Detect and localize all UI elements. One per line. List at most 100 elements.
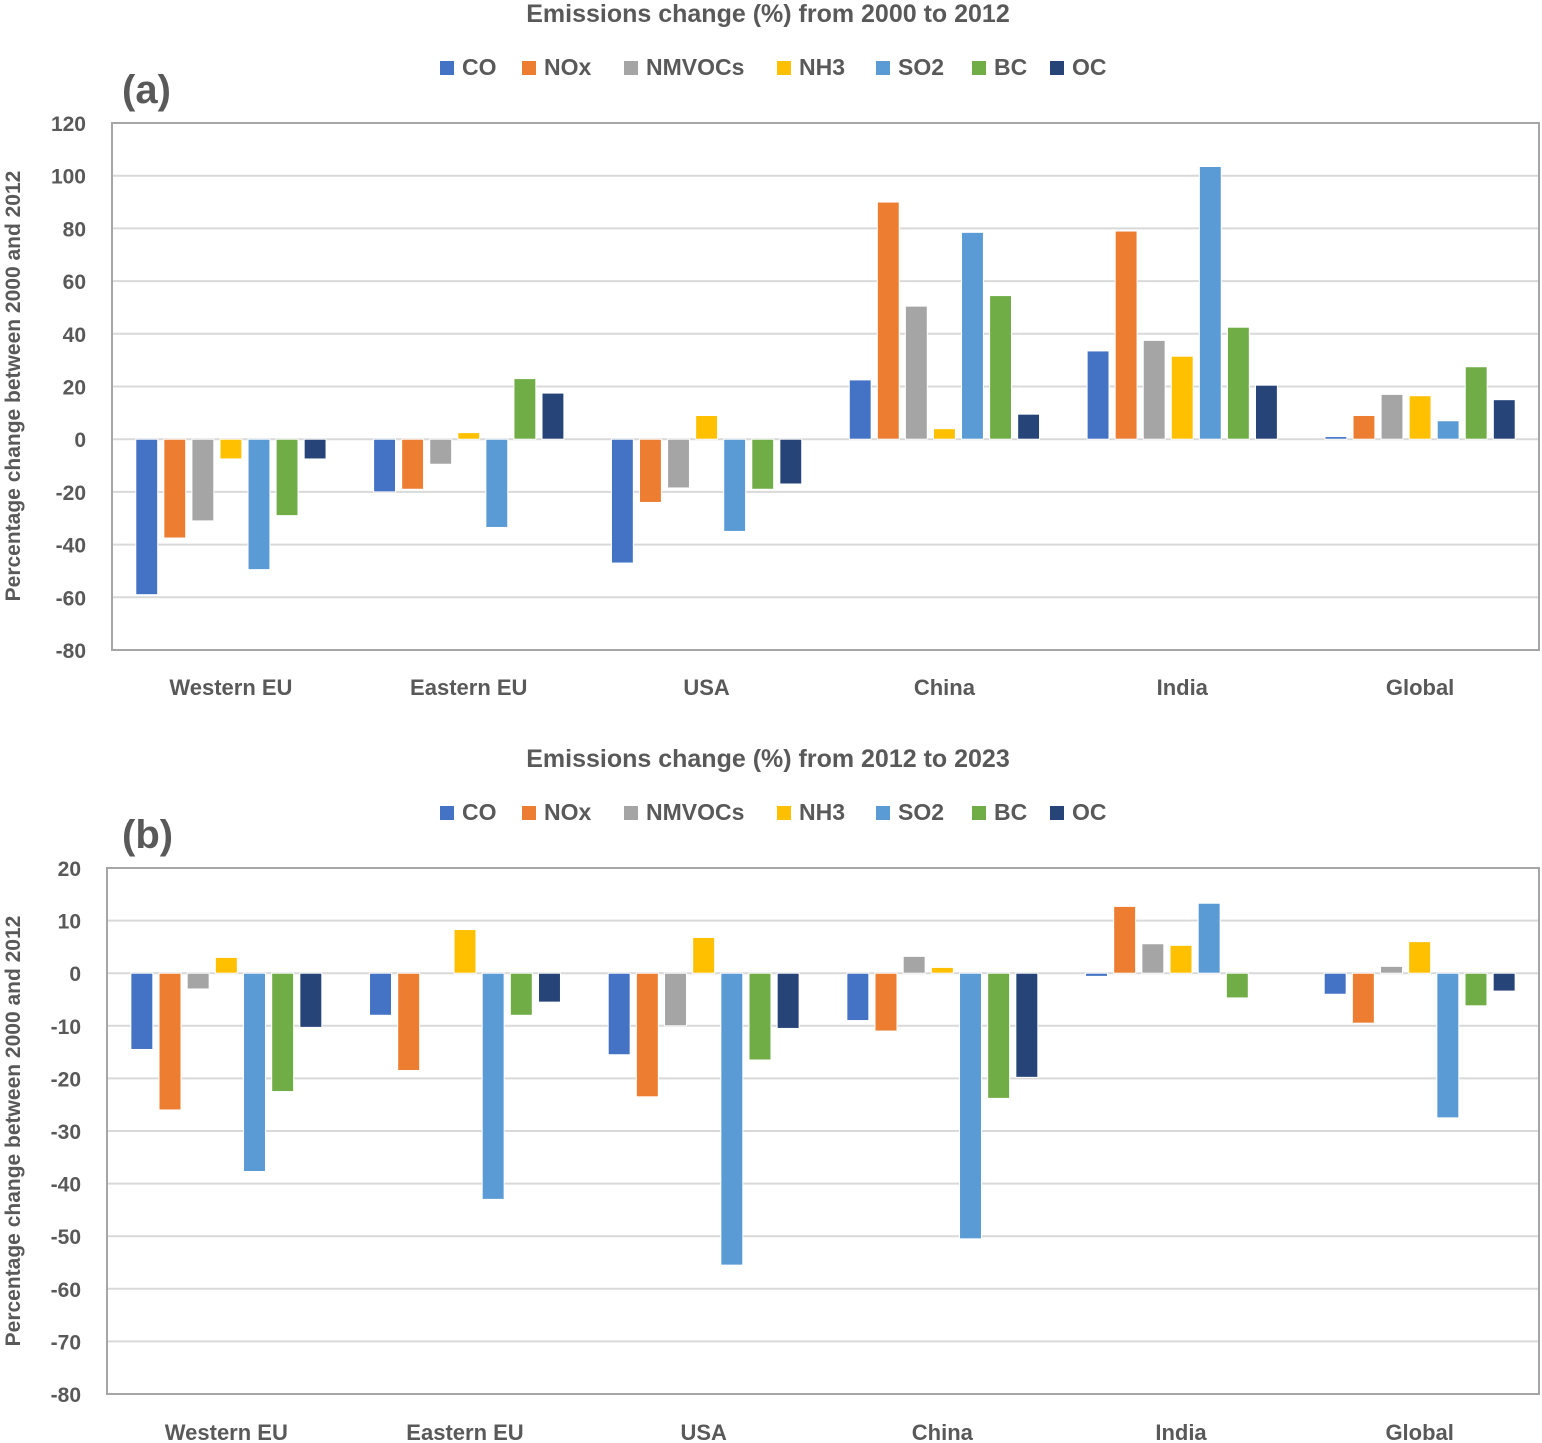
bar-co-usa (610, 438, 634, 564)
bar-nmvocs-western-eu (191, 438, 215, 522)
legend-label-oc: OC (1072, 54, 1107, 80)
bar-co-eastern-eu (373, 438, 396, 493)
bar-nmvocs-eastern-eu (429, 438, 453, 465)
chart-b-plot: 20 10 0 -10 -20 -30 -40 -50 -60 -70 -80 Western EU E… (51, 858, 1540, 1443)
legend-swatch-nh3 (777, 61, 791, 75)
bar-bc-usa (751, 438, 775, 490)
bar-nmvocs-global (1380, 965, 1403, 974)
bar-co-china (846, 972, 870, 1022)
bar-bc-india (1225, 972, 1249, 999)
legend-swatch-bc (972, 61, 986, 75)
bar-so2-western-eu (243, 972, 266, 1173)
y-tick-label: 0 (69, 963, 81, 986)
bar-nox-western-eu (163, 438, 187, 539)
legend-label-so2: SO2 (898, 54, 944, 80)
bar-nox-global (1352, 414, 1376, 440)
bar-nox-eastern-eu (401, 438, 425, 490)
bar-so2-usa (720, 972, 744, 1266)
y-tick-label: -30 (51, 1121, 81, 1144)
y-tick-label: 80 (63, 218, 86, 241)
bar-so2-india (1197, 902, 1221, 974)
bar-bc-china (989, 295, 1012, 440)
bar-so2-global (1436, 972, 1460, 1119)
bar-nmvocs-india (1141, 943, 1165, 974)
x-category-label: Western EU (165, 1420, 288, 1443)
bar-so2-india (1198, 165, 1222, 440)
x-category-label: USA (683, 675, 730, 700)
x-category-label: Global (1386, 675, 1454, 700)
legend-swatch-co (440, 806, 454, 820)
x-category-label: China (914, 675, 976, 700)
bar-oc-global (1492, 972, 1516, 992)
chart-a-legend: CO NOx NMVOCs NH3 SO2 BC OC (440, 54, 1107, 80)
y-tick-label: -60 (56, 587, 86, 610)
bar-oc-eastern-eu (538, 972, 561, 1003)
y-tick-label: -20 (51, 1068, 81, 1091)
y-tick-label: 40 (63, 324, 86, 347)
bar-oc-western-eu (303, 438, 327, 460)
y-tick-label: -40 (56, 535, 86, 558)
bar-bc-eastern-eu (513, 378, 537, 440)
legend-swatch-co (440, 61, 454, 75)
bar-co-india (1085, 972, 1108, 977)
bar-co-western-eu (130, 972, 154, 1050)
legend-label-bc: BC (994, 799, 1027, 825)
bar-oc-global (1492, 399, 1516, 440)
legend-swatch-nox (522, 61, 536, 75)
bar-nh3-western-eu (219, 438, 243, 460)
bar-bc-eastern-eu (509, 972, 533, 1016)
plot-area-border (106, 867, 1540, 1395)
bar-nmvocs-china (902, 955, 926, 974)
bar-so2-western-eu (247, 438, 271, 571)
bar-bc-western-eu (275, 438, 299, 517)
chart-a-panel-label: (a) (122, 68, 171, 112)
bar-nox-china (876, 201, 900, 440)
legend-swatch-nox (522, 806, 536, 820)
bar-nmvocs-usa (664, 972, 687, 1027)
bar-bc-global (1464, 972, 1488, 1007)
legend-label-nmvocs: NMVOCs (646, 799, 744, 825)
legend-swatch-nh3 (777, 806, 791, 820)
bar-so2-eastern-eu (481, 972, 505, 1200)
bar-nh3-india (1170, 355, 1194, 440)
bar-nh3-usa (692, 936, 716, 974)
x-category-label: Global (1385, 1420, 1453, 1443)
bar-nmvocs-global (1380, 393, 1404, 440)
bar-bc-india (1226, 326, 1250, 440)
y-tick-label: -40 (51, 1174, 81, 1197)
y-tick-label: 20 (58, 858, 81, 881)
y-tick-label: 120 (51, 113, 86, 136)
y-tick-label: -70 (51, 1331, 81, 1354)
x-category-label: China (912, 1420, 974, 1443)
y-tick-label: -10 (51, 1016, 81, 1039)
legend-label-co: CO (462, 54, 497, 80)
bar-nox-china (874, 972, 898, 1032)
y-tick-label: 20 (63, 377, 86, 400)
y-tick-label: 10 (58, 911, 81, 934)
x-category-label: Western EU (169, 675, 292, 700)
bar-nox-usa (639, 438, 662, 503)
x-category-label: Eastern EU (406, 1420, 523, 1443)
bar-co-china (848, 379, 872, 440)
legend-label-co: CO (462, 799, 497, 825)
bar-so2-china (959, 972, 982, 1240)
bar-nh3-global (1408, 941, 1432, 974)
bar-nmvocs-china (904, 305, 928, 440)
legend-label-oc: OC (1072, 799, 1107, 825)
legend-label-nmvocs: NMVOCs (646, 54, 744, 80)
bar-nox-india (1114, 230, 1138, 440)
chart-a-title: Emissions change (%) from 2000 to 2012 (526, 0, 1010, 28)
y-tick-label: -60 (51, 1279, 81, 1302)
bar-nox-eastern-eu (397, 972, 421, 1072)
y-tick-label: -80 (56, 640, 86, 663)
bar-bc-usa (748, 972, 772, 1061)
bar-nh3-china (930, 966, 954, 974)
x-category-label: India (1155, 1420, 1207, 1443)
bar-co-global (1324, 436, 1348, 440)
bar-nmvocs-western-eu (186, 972, 210, 990)
chart-b-legend: CO NOx NMVOCs NH3 SO2 BC OC (440, 799, 1107, 825)
y-tick-label: 0 (74, 429, 86, 452)
bar-co-eastern-eu (369, 972, 392, 1016)
bar-so2-eastern-eu (485, 438, 509, 528)
